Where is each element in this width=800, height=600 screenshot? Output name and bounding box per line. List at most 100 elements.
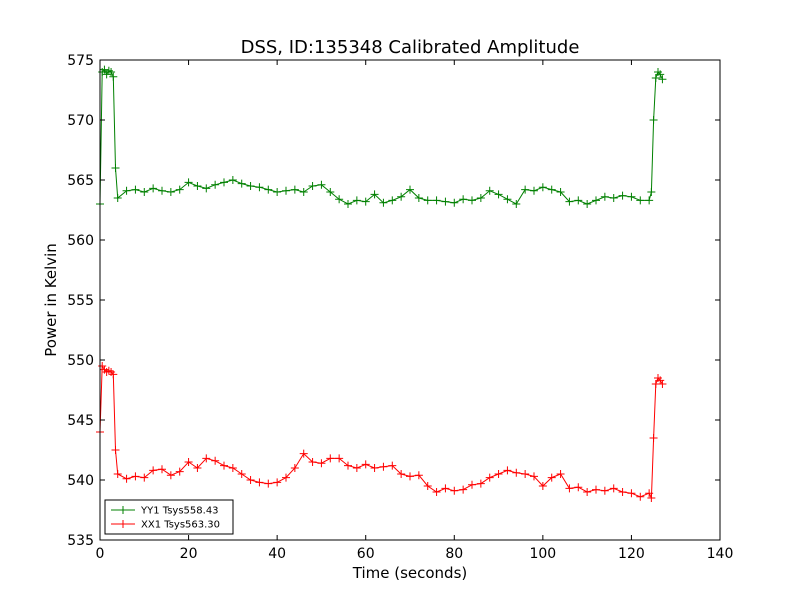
data-point [237,179,246,188]
data-point [649,434,658,442]
data-point [494,190,503,199]
data-point [388,461,397,470]
data-point [450,486,459,495]
data-point [379,198,388,207]
x-tick-label: 140 [707,546,734,562]
legend-box [104,499,234,535]
data-point [113,194,122,202]
data-point [282,186,290,195]
data-point [211,456,220,465]
data-point [530,472,538,481]
data-point [441,197,450,206]
data-point [627,489,636,498]
data-point [459,195,468,204]
data-point [140,188,149,196]
data-point [414,194,423,202]
data-point [432,488,441,496]
data-point [184,178,193,187]
data-point [131,185,140,194]
data-point [175,467,184,476]
y-tick-label: 555 [67,293,94,309]
data-point [512,200,521,208]
data-point [264,185,273,194]
data-point [441,484,450,493]
data-point [618,191,627,200]
data-point [556,188,565,196]
data-point [228,176,237,184]
x-tick-label: 20 [180,546,198,562]
series-line-2 [99,364,663,499]
data-point [308,458,317,466]
data-point [220,178,228,187]
data-point [255,183,264,192]
legend: YY1 Tsys558.43 XX1 Tsys563.30 [104,499,234,535]
data-point [406,472,414,481]
data-point [308,182,317,190]
data-point [193,464,202,472]
data-point [494,470,503,478]
data-point [335,195,344,204]
data-point [592,196,600,205]
data-point [538,183,547,192]
data-point [468,480,476,489]
data-point [107,68,116,76]
data-point [627,192,636,201]
data-point [122,186,131,195]
data-point [109,72,118,81]
data-point [100,65,109,74]
y-tick-label: 545 [67,413,94,429]
data-point [220,461,228,470]
data-point [344,200,352,208]
data-point [184,458,193,466]
data-point [423,482,432,490]
data-point [592,485,600,494]
data-point [264,479,273,488]
data-point [211,180,220,189]
data-point [503,195,512,204]
data-point [459,485,468,494]
data-point [282,473,290,482]
data-point [645,196,654,205]
data-point [299,449,308,458]
data-point [476,194,485,202]
x-tick-label: 60 [357,546,375,562]
data-point [574,196,583,205]
data-point [658,75,667,84]
data-marks [96,65,667,502]
x-axis-label: Time (seconds) [352,564,468,582]
data-point [485,186,494,195]
data-point [166,471,175,480]
data-point [175,185,184,194]
axis-ticks: 0 20 40 60 80 100 120 140 535 540 545 550 555 560 565 5… [67,53,733,562]
data-point [503,466,512,475]
y-tick-label: 535 [67,533,94,549]
plot-frame [99,59,721,541]
data-point [583,488,592,496]
data-point [530,186,538,195]
data-point [370,190,379,199]
data-point [111,164,120,172]
data-point [361,197,370,206]
series-line-1 [99,68,663,205]
data-point [556,470,565,478]
data-point [326,454,335,463]
data-point [299,188,308,196]
data-point [485,473,494,482]
data-point [370,464,379,472]
data-point [609,194,618,202]
y-tick-label: 540 [67,473,94,489]
data-point [111,446,120,454]
data-point [432,196,441,205]
legend-label: XX1 Tsys563.30 [141,520,220,531]
data-point [574,483,583,492]
data-point [547,185,556,194]
data-point [423,196,432,205]
data-point [565,197,574,206]
data-point [109,370,118,379]
data-point [202,454,211,463]
data-point [476,479,485,488]
data-point [450,198,459,207]
data-point [600,192,609,201]
data-point [361,460,370,469]
